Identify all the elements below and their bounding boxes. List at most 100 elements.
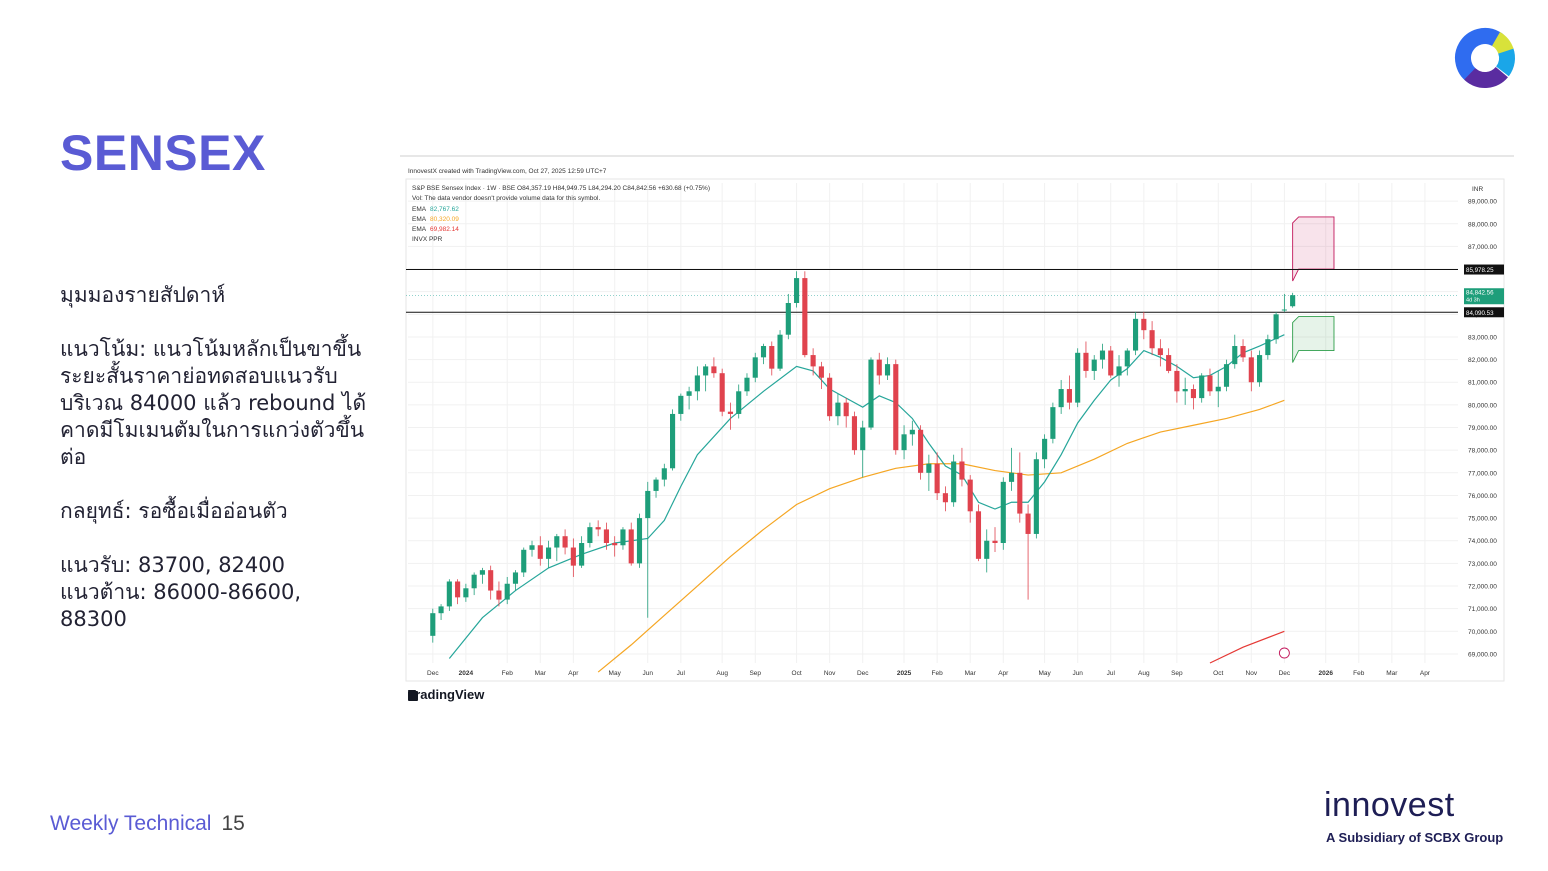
brand-subtitle: A Subsidiary of SCBX Group [1326,830,1504,845]
candle-body [1232,346,1238,365]
candle-body [1000,481,1006,543]
indicator-value: 80,320.09 [430,216,459,223]
candle-body [1075,352,1081,403]
candle-body [645,490,651,519]
candle-body [1174,370,1180,392]
candle-body [868,359,874,428]
x-tick-label: Nov [1246,670,1258,677]
footer: Weekly Technical 15 [50,812,245,836]
x-tick-label: Jun [643,670,654,677]
y-tick-label: 88,000.00 [1468,221,1497,228]
candle-body [1124,350,1130,367]
y-tick-label: 89,000.00 [1468,199,1497,206]
candle-body [1182,389,1188,392]
currency-label: INR [1472,186,1484,193]
brand-name: innovest [1324,786,1455,824]
candle-body [1240,346,1246,358]
chart-svg: 69,000.00 70,000.00 71,000.00 72,000.00 73,0… [400,155,1514,701]
candle-body [1290,295,1296,307]
candle-body [752,357,758,378]
x-tick-label: Aug [1138,670,1150,677]
event-marker-icon [1278,647,1290,659]
candle-body [504,583,510,600]
y-tick-label: 71,000.00 [1468,606,1497,613]
current-price-text: 84,842.56 [1466,290,1494,297]
commentary-heading: มุมมองรายสัปดาห์ [60,283,226,307]
candle-body [975,511,982,559]
x-tick-label: Jun [1072,670,1083,677]
candle-body [612,543,618,546]
candle-body [860,427,866,451]
candle-body [1058,389,1064,408]
candle-body [992,540,998,543]
candle-body [736,391,742,414]
candle-body [794,278,800,303]
y-tick-label: 79,000.00 [1468,425,1497,432]
x-tick-label: Mar [535,670,547,677]
projection-box-support [1292,316,1335,363]
candle-body [851,416,858,451]
current-price-countdown: 4d 3h [1466,298,1480,304]
candle-body [951,461,957,503]
candle-body [727,411,734,414]
x-tick-label: Nov [824,670,836,677]
x-tick-label: 2026 [1318,670,1333,677]
x-tick-label: Apr [568,670,579,677]
indicator-label: INVX PPR [412,236,443,243]
candle-body [1099,350,1106,360]
page-number: 15 [221,812,245,835]
candle-body [554,536,560,548]
candle-body [843,402,849,417]
chart-symbol-line: S&P BSE Sensex Index · 1W · BSE O84,357.… [412,185,710,192]
candle-body [545,547,552,559]
candle-body [769,346,775,369]
level-tag-1 [1464,307,1504,318]
x-tick-label: Aug [716,670,728,677]
candle-body [967,479,973,512]
candle-body [777,334,783,369]
candle-body [719,373,725,412]
candle-body [1083,352,1089,371]
candle-body [471,574,477,589]
tradingview-logo: TradingView [408,687,485,702]
y-tick-label: 73,000.00 [1468,561,1497,568]
y-tick-label: 72,000.00 [1468,584,1497,591]
candle-body [1108,350,1114,376]
candle-body [1273,314,1279,340]
level-tag-0 [1464,264,1504,275]
x-tick-label: Oct [1213,670,1223,677]
candle-body [1091,359,1097,371]
candle-body [512,572,519,584]
candle-body [827,377,833,417]
chart-volume-note: Vol: The data vendor doesn't provide vol… [412,195,600,202]
plot-frame [405,178,1505,682]
candle-body [1281,309,1287,311]
candle-body [1248,357,1254,383]
candle-body [1008,472,1015,482]
candle-body [496,590,502,600]
x-tick-label: Dec [427,670,439,677]
candle-body [579,543,585,566]
candle-body [479,570,485,575]
x-tick-label: Mar [965,670,977,677]
y-tick-label: 78,000.00 [1468,448,1497,455]
candle-body [703,366,709,376]
candle-body [430,613,436,636]
level-tag-text-0: 85,978.25 [1466,267,1494,274]
candle-body [1215,386,1221,392]
y-tick-label: 77,000.00 [1468,470,1497,477]
candle-body [1199,375,1205,399]
candle-body [570,547,576,566]
candle-body [1257,355,1263,383]
y-tick-label: 75,000.00 [1468,516,1497,523]
candle-body [926,463,932,473]
commentary-strategy: กลยุทธ์: รอซื้อเมื่ออ่อนตัว [60,499,288,523]
slide-title: SENSEX [60,125,266,181]
candle-body [1166,355,1172,371]
candle-body [620,529,626,546]
ema-medium-line [597,399,1285,673]
candle-body [628,529,634,564]
candle-body [893,364,899,451]
y-tick-label: 83,000.00 [1468,334,1497,341]
commentary-trend: แนวโน้ม: แนวโน้มหลักเป็นขาขึ้น ระยะสั้นร… [60,337,367,469]
